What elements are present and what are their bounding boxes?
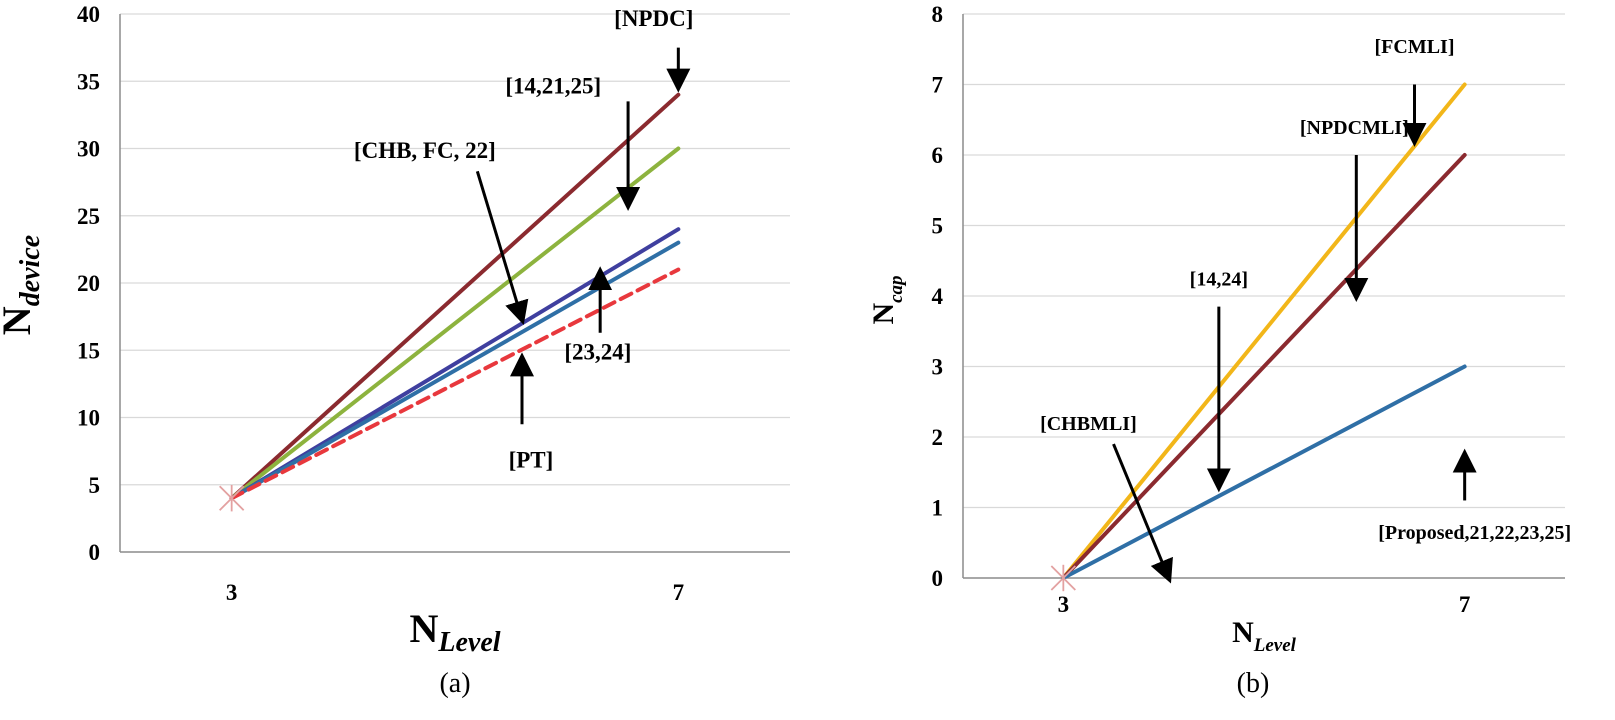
panel-caption: (a) (439, 668, 470, 699)
series-line-pt (229, 267, 681, 501)
x-tick-label: 7 (673, 580, 685, 605)
y-axis-label-sub: cap (886, 275, 907, 302)
chart-b: 0 1 2 3 4 5 6 7 8 3 7 [FCMLI] [NPDCMLI] [14,24] [CHBML… (867, 2, 1571, 699)
y-tick-label: 1 (932, 496, 944, 521)
y-tick-label: 40 (77, 2, 100, 27)
annotation-label: [CHBMLI] (1040, 413, 1137, 435)
series-line-npdcmli (1061, 153, 1467, 580)
y-tick-label: 4 (932, 284, 944, 309)
y-tick-label: 8 (932, 2, 944, 27)
y-tick-label: 25 (77, 204, 100, 229)
annotation-label: [Proposed,21,22,23,25] (1378, 522, 1571, 544)
y-axis-label-sub: device (15, 235, 46, 307)
x-axis-label-main: N (409, 606, 438, 651)
y-tick-label: 10 (77, 406, 100, 431)
series-line-proposed-21-22-23-25 (1061, 364, 1467, 580)
series-line-23-24 (229, 240, 681, 501)
panel-caption: (b) (1237, 668, 1270, 699)
y-tick-label: 0 (932, 566, 944, 591)
y-axis-label-main: N (867, 303, 900, 325)
y-tick-label: 0 (89, 540, 101, 565)
annotation-arrow (475, 170, 529, 326)
annotation-label: [FCMLI] (1375, 36, 1455, 58)
annotation-arrow (1112, 443, 1173, 584)
x-tick-label: 7 (1459, 592, 1471, 617)
x-tick-label: 3 (1058, 592, 1070, 617)
annotation-label: [14,24] (1190, 268, 1248, 290)
chart-a: 0 5 10 15 20 25 30 35 40 3 7 [NPDC] [14,21,25] [CHB, … (0, 2, 790, 699)
x-axis-label-main: N (1232, 616, 1254, 649)
y-tick-label: 5 (932, 214, 944, 239)
annotation-label: [CHB, FC, 22] (354, 138, 496, 163)
y-tick-label: 2 (932, 425, 944, 450)
start-point-marker (219, 485, 245, 512)
y-tick-label: 7 (932, 73, 944, 98)
annotation-label: [14,21,25] (505, 73, 601, 98)
y-tick-label: 20 (77, 271, 100, 296)
annotation-label: [NPDC] (614, 6, 693, 31)
series-line-fcmli (1061, 82, 1467, 580)
x-axis-label-sub: Level (437, 627, 500, 658)
x-axis-label-sub: Level (1253, 635, 1297, 656)
y-axis-label: Ndevice (0, 235, 46, 335)
x-tick-label: 3 (226, 580, 238, 605)
y-tick-label: 6 (932, 143, 944, 168)
y-axis-label: Ncap (867, 275, 907, 324)
y-tick-label: 35 (77, 69, 100, 94)
series-line-npdc (229, 92, 681, 501)
start-point-marker (1050, 564, 1076, 592)
annotation-label: [23,24] (564, 340, 631, 365)
y-tick-label: 5 (89, 473, 101, 498)
y-tick-label: 30 (77, 137, 100, 162)
y-axis-label-main: N (0, 306, 39, 335)
x-axis-label: NLevel (409, 606, 500, 658)
series-line-14-21-25 (229, 146, 681, 501)
annotation-label: [NPDCMLI] (1300, 117, 1409, 139)
y-tick-label: 15 (77, 338, 100, 363)
annotation-label: [PT] (509, 447, 554, 472)
x-axis-label: NLevel (1232, 616, 1297, 656)
y-tick-label: 3 (932, 355, 944, 380)
